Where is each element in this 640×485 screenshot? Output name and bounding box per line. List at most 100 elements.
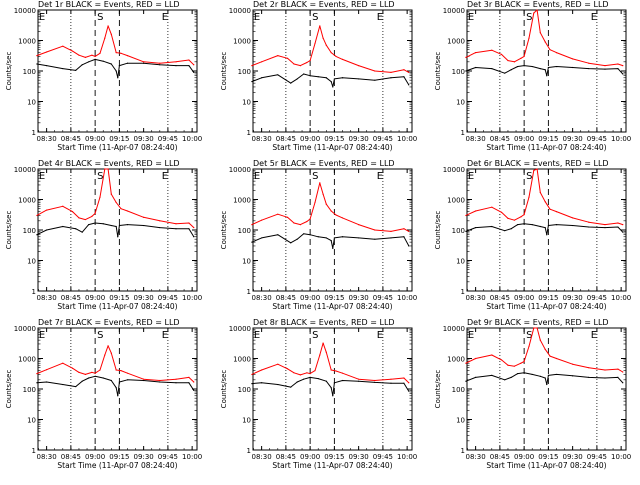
x-tick-label: 09:15 bbox=[109, 135, 129, 143]
plot-frame bbox=[466, 168, 627, 292]
series-events-point bbox=[261, 382, 263, 384]
series-lld-point bbox=[358, 378, 360, 380]
series-events-line bbox=[251, 73, 410, 88]
event-marker-label: E bbox=[162, 12, 168, 23]
x-tick-label: 08:30 bbox=[252, 294, 272, 302]
series-lld-point bbox=[306, 220, 308, 223]
series-lld-point bbox=[71, 211, 74, 213]
series-events-point bbox=[341, 236, 344, 238]
series-events-point bbox=[36, 234, 38, 236]
series-lld-line bbox=[36, 168, 195, 228]
series-events-point bbox=[159, 64, 161, 66]
series-events-point bbox=[491, 374, 493, 376]
series-lld-point bbox=[319, 354, 321, 356]
x-tick-label: 08:45 bbox=[490, 135, 510, 143]
series-lld-point bbox=[604, 65, 606, 67]
series-events-point bbox=[523, 372, 525, 374]
series-events-point bbox=[517, 224, 519, 226]
series-lld-point bbox=[622, 224, 624, 226]
series-lld-point bbox=[536, 168, 538, 170]
series-lld-point bbox=[374, 379, 376, 382]
series-lld-point bbox=[78, 217, 80, 219]
y-axis-label: Counts/sec bbox=[5, 52, 13, 91]
series-lld-point bbox=[309, 372, 311, 375]
series-lld-point bbox=[115, 52, 117, 54]
series-lld-point bbox=[539, 191, 541, 194]
series-lld-point bbox=[588, 62, 590, 64]
series-lld-point bbox=[188, 222, 190, 224]
x-tick-label: 09:45 bbox=[158, 135, 178, 143]
series-lld-point bbox=[523, 55, 525, 58]
series-lld-point bbox=[507, 364, 509, 366]
series-events-point bbox=[358, 78, 360, 80]
series-events-point bbox=[475, 226, 477, 229]
y-axis-label: Counts/sec bbox=[220, 211, 228, 250]
series-lld-point bbox=[491, 354, 493, 356]
series-lld-point bbox=[491, 49, 493, 51]
series-events-point bbox=[75, 69, 77, 71]
x-axis-label: Start Time (11-Apr-07 08:24:40) bbox=[272, 302, 392, 311]
x-tick-label: 09:15 bbox=[109, 453, 129, 461]
y-tick-label: 100 bbox=[238, 68, 251, 76]
plot-frame bbox=[37, 9, 198, 133]
series-lld-line bbox=[465, 168, 623, 226]
x-tick-label: 09:30 bbox=[349, 135, 369, 143]
y-tick-label: 10000 bbox=[443, 325, 465, 333]
x-tick-label: 09:30 bbox=[134, 135, 154, 143]
series-events-point bbox=[374, 238, 376, 240]
y-tick-label: 1000 bbox=[447, 356, 465, 364]
series-events-point bbox=[296, 238, 298, 240]
event-marker-label: E bbox=[39, 330, 45, 341]
series-events-point bbox=[251, 383, 253, 385]
series-events-point bbox=[547, 66, 549, 69]
series-lld-point bbox=[306, 61, 308, 64]
series-lld-point bbox=[107, 345, 109, 347]
series-events-point bbox=[504, 230, 506, 232]
panel-title: Det 5r BLACK = Events, RED = LLD bbox=[253, 159, 395, 168]
series-lld-point bbox=[604, 369, 606, 371]
x-tick-label: 08:30 bbox=[252, 453, 272, 461]
y-tick-label: 10 bbox=[242, 417, 251, 425]
series-lld-point bbox=[408, 71, 410, 73]
series-events-point bbox=[193, 71, 195, 73]
series-lld-point bbox=[193, 381, 195, 383]
x-tick-label: 10:00 bbox=[611, 294, 631, 302]
series-events-point bbox=[544, 69, 546, 71]
panel-title: Det 6r BLACK = Events, RED = LLD bbox=[467, 159, 609, 168]
series-lld-point bbox=[325, 44, 327, 46]
y-tick-label: 10 bbox=[456, 99, 465, 107]
series-lld-point bbox=[78, 371, 80, 374]
series-lld-point bbox=[341, 58, 344, 61]
series-lld-point bbox=[104, 168, 106, 170]
series-events-point bbox=[403, 382, 405, 384]
series-events-point bbox=[539, 67, 541, 70]
plot-frame bbox=[466, 327, 627, 451]
series-events-point bbox=[491, 67, 493, 70]
series-events-point bbox=[102, 223, 104, 225]
series-lld-point bbox=[520, 362, 522, 364]
panel-det-9: Det 9r BLACK = Events, RED = LLD 1 10 100 10… bbox=[434, 318, 631, 470]
series-events-point bbox=[622, 382, 624, 384]
plot-frame bbox=[252, 9, 413, 133]
x-tick-label: 09:00 bbox=[85, 294, 105, 302]
series-lld-point bbox=[617, 63, 619, 65]
x-tick-label: 09:45 bbox=[587, 135, 607, 143]
series-lld-point bbox=[390, 378, 392, 380]
series-lld-point bbox=[175, 61, 177, 63]
series-events-point bbox=[46, 229, 48, 231]
y-tick-label: 10000 bbox=[229, 325, 251, 333]
y-tick-label: 10 bbox=[27, 258, 36, 266]
series-events-point bbox=[290, 82, 292, 84]
x-tick-label: 09:15 bbox=[324, 135, 344, 143]
series-lld-point bbox=[71, 50, 74, 52]
event-marker-label: E bbox=[591, 171, 597, 182]
y-tick-label: 1000 bbox=[447, 38, 465, 46]
series-events-point bbox=[333, 78, 335, 80]
y-tick-label: 100 bbox=[452, 68, 465, 76]
series-lld-point bbox=[314, 370, 316, 372]
x-tick-label: 08:30 bbox=[37, 453, 57, 461]
event-marker-label: S bbox=[312, 12, 318, 23]
series-lld-point bbox=[319, 182, 321, 184]
x-tick-label: 09:00 bbox=[85, 135, 105, 143]
